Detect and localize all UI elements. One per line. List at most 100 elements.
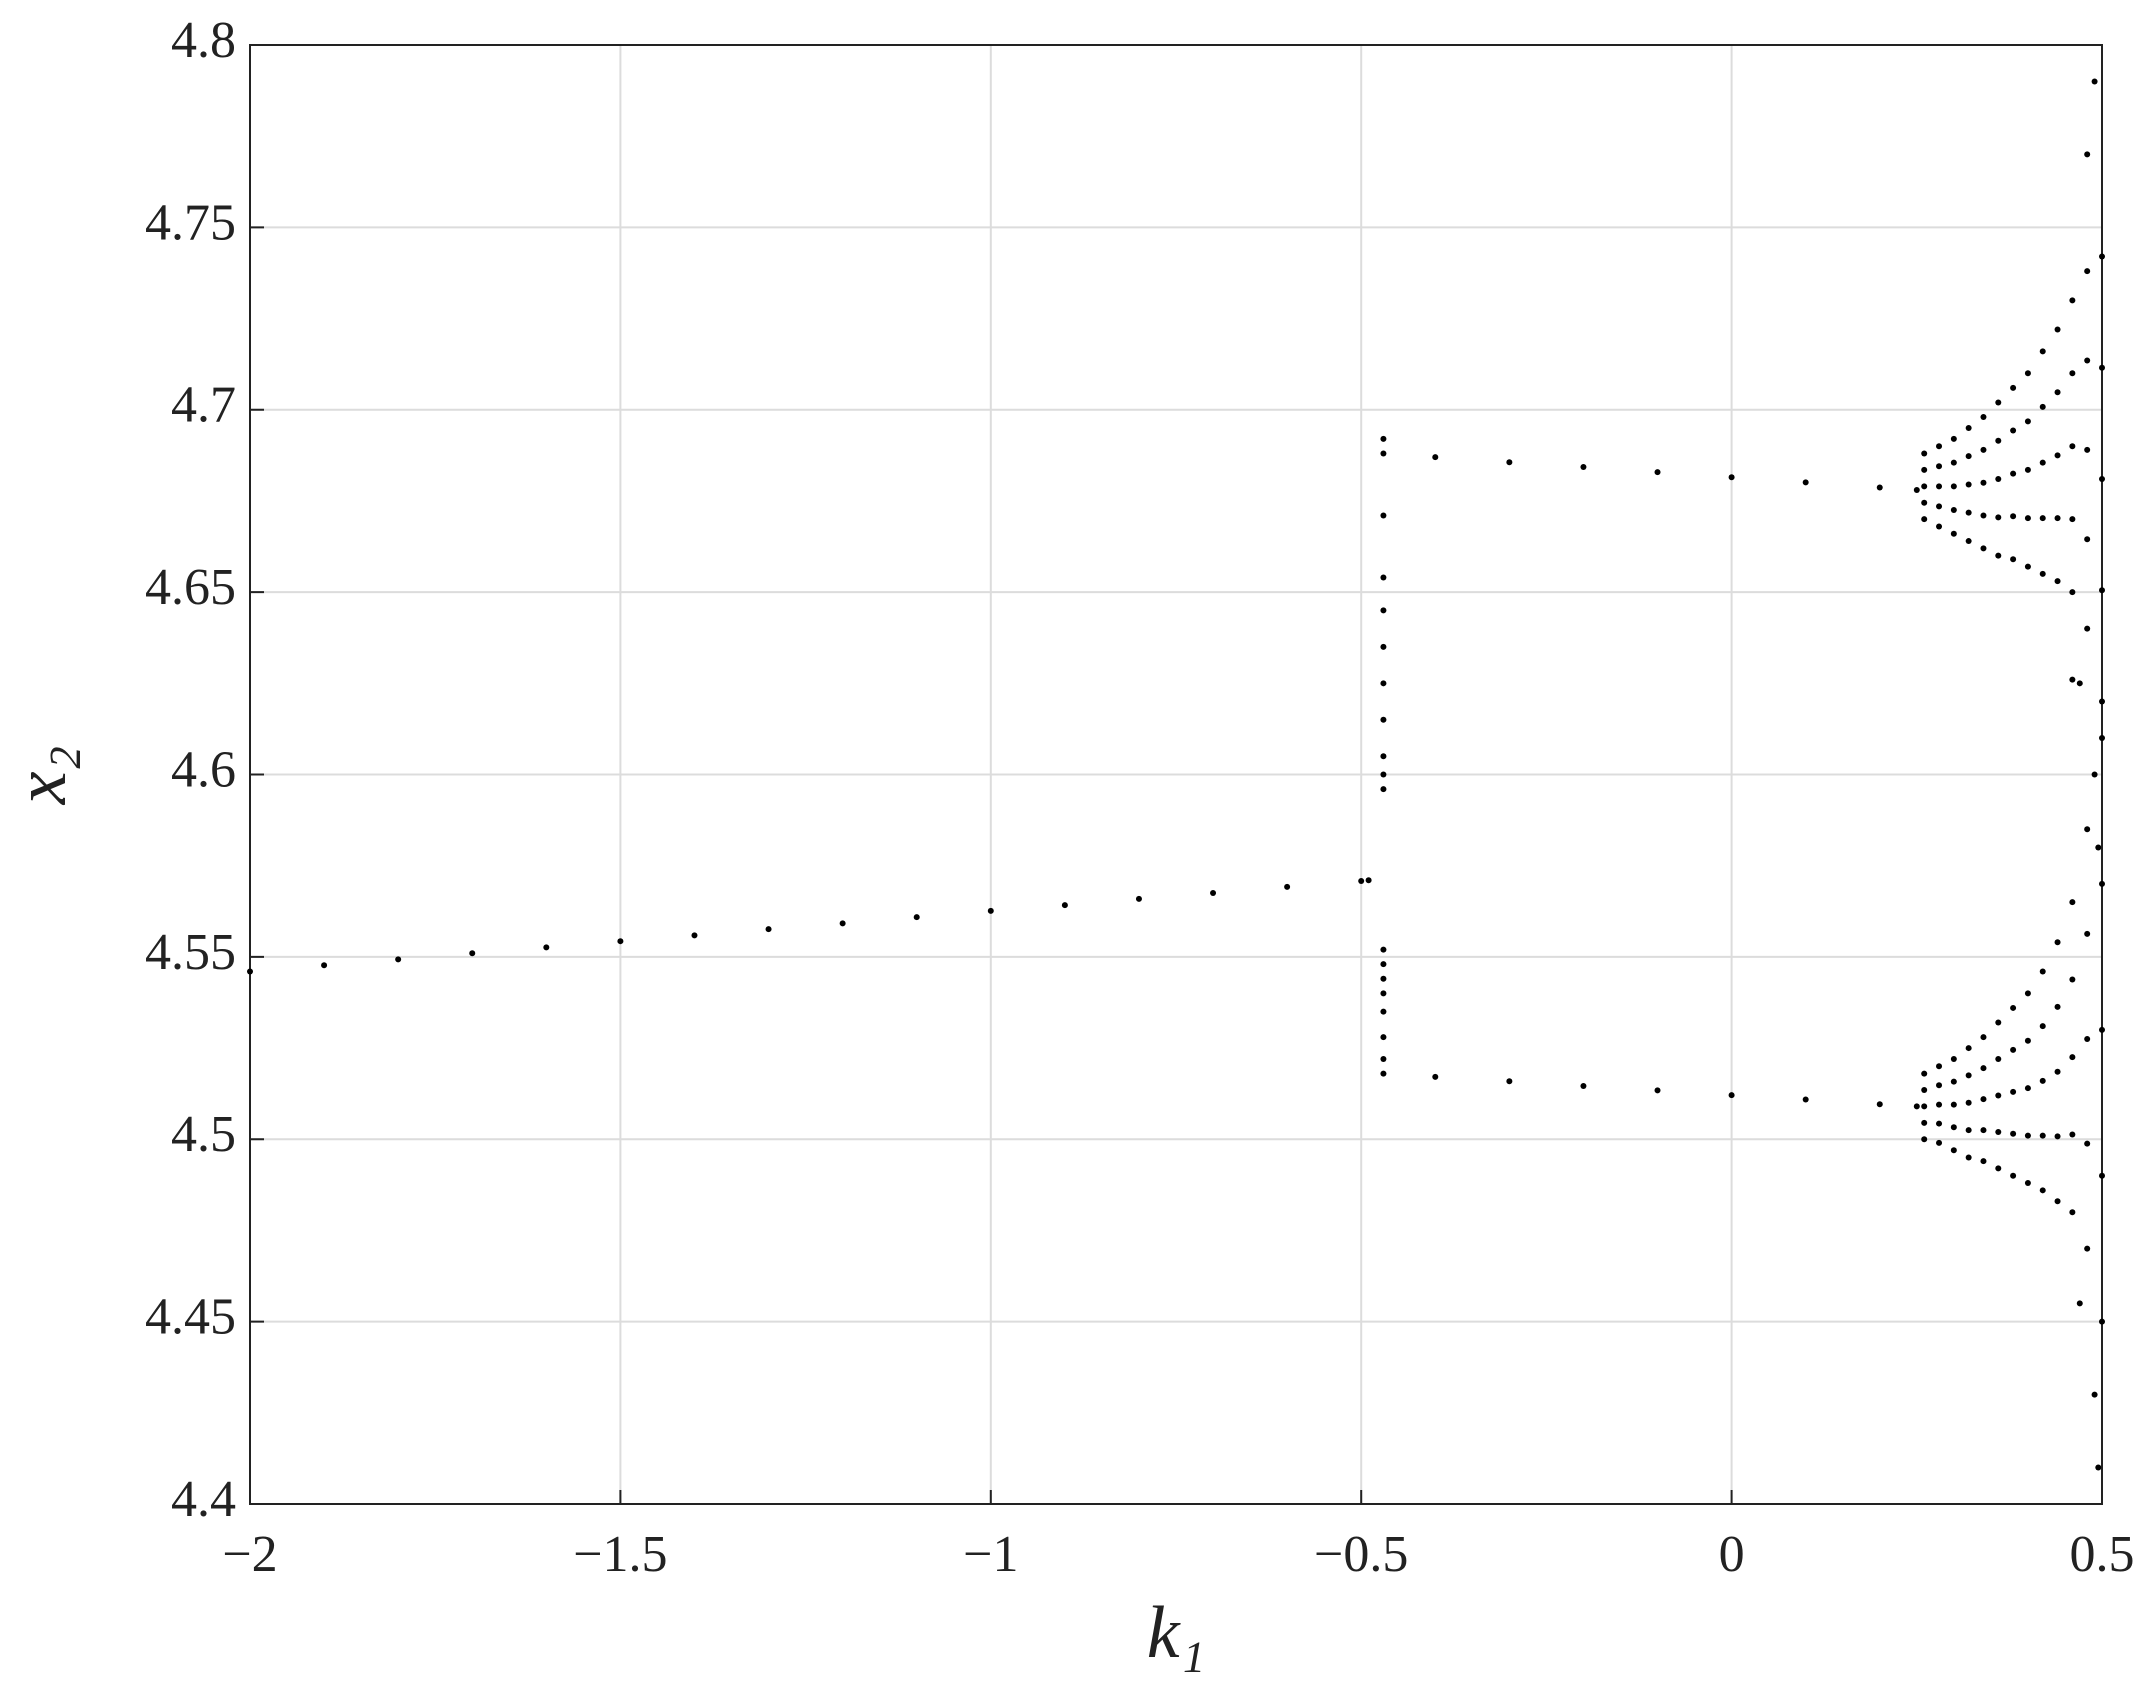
- point: [2024, 418, 2031, 425]
- point: [1654, 1087, 1661, 1094]
- point: [2069, 516, 2076, 523]
- point: [987, 907, 994, 914]
- point: [2039, 348, 2046, 355]
- point: [1980, 1127, 1987, 1134]
- x-tick-label: 0.5: [2070, 1526, 2135, 1583]
- point: [2099, 1172, 2105, 1179]
- y-tick-label: 4.65: [145, 559, 236, 616]
- point: [1965, 538, 1972, 545]
- x-axis-label: k₁: [1147, 1592, 1206, 1674]
- point: [2099, 1026, 2105, 1033]
- point: [2099, 587, 2105, 594]
- point: [1432, 1073, 1439, 1080]
- point: [247, 968, 253, 975]
- point: [2084, 930, 2091, 937]
- point: [1380, 574, 1387, 581]
- point: [1995, 514, 2002, 521]
- point: [2010, 1046, 2017, 1053]
- point: [2084, 826, 2091, 833]
- point: [2069, 1209, 2076, 1216]
- point: [2054, 1198, 2061, 1205]
- point: [2054, 326, 2061, 333]
- point: [2054, 515, 2061, 522]
- point: [1950, 483, 1957, 490]
- point: [1965, 1072, 1972, 1079]
- point: [1380, 753, 1387, 760]
- point: [2010, 427, 2017, 434]
- point: [2091, 1391, 2098, 1398]
- point: [1921, 1103, 1928, 1110]
- point: [1936, 1120, 1943, 1127]
- y-tick-label: 4.6: [171, 741, 236, 798]
- y-axis-label: x₂: [0, 746, 82, 806]
- point: [1802, 1096, 1809, 1103]
- point: [1876, 1101, 1883, 1108]
- point: [765, 926, 772, 933]
- point: [1380, 946, 1387, 953]
- point: [2010, 1004, 2017, 1011]
- point: [1936, 523, 1943, 530]
- point: [1950, 435, 1957, 442]
- point: [2069, 676, 2076, 683]
- point: [2010, 384, 2017, 391]
- point: [2024, 1132, 2031, 1139]
- point: [1980, 479, 1987, 486]
- point: [1876, 484, 1883, 491]
- point: [1921, 499, 1928, 506]
- point: [2054, 939, 2061, 946]
- point: [2069, 976, 2076, 983]
- point: [1380, 607, 1387, 614]
- point: [1950, 530, 1957, 537]
- point: [2039, 459, 2046, 466]
- point: [2039, 570, 2046, 577]
- point: [1580, 464, 1587, 471]
- point: [1802, 479, 1809, 486]
- point: [1921, 516, 1928, 523]
- point: [2091, 771, 2098, 778]
- point: [1506, 1078, 1513, 1085]
- point: [2024, 370, 2031, 377]
- y-tick-label: 4.75: [145, 194, 236, 251]
- point: [1980, 1158, 1987, 1165]
- point: [1965, 481, 1972, 488]
- point: [1936, 483, 1943, 490]
- point: [1921, 466, 1928, 473]
- point: [2091, 78, 2098, 85]
- point: [1965, 1127, 1972, 1134]
- point: [1980, 545, 1987, 552]
- point: [2084, 536, 2091, 543]
- point: [1965, 1045, 1972, 1052]
- point: [1921, 483, 1928, 490]
- point: [1380, 975, 1387, 982]
- point: [1061, 902, 1068, 909]
- point: [2069, 589, 2076, 596]
- point: [2039, 403, 2046, 410]
- point: [2069, 1131, 2076, 1138]
- point: [1921, 1070, 1928, 1077]
- point: [1380, 680, 1387, 687]
- point: [2039, 515, 2046, 522]
- point: [2099, 698, 2105, 705]
- point: [1995, 437, 2002, 444]
- point: [1995, 399, 2002, 406]
- point: [395, 956, 402, 963]
- x-tick-label: −1: [963, 1526, 1018, 1583]
- point: [1995, 476, 2002, 483]
- point: [2039, 968, 2046, 975]
- point: [2054, 1003, 2061, 1010]
- point: [1965, 424, 1972, 431]
- point: [1936, 1139, 1943, 1146]
- point: [1936, 463, 1943, 470]
- x-tick-label: −2: [222, 1526, 277, 1583]
- point: [2084, 446, 2091, 453]
- y-tick-label: 4.45: [145, 1289, 236, 1346]
- point: [2099, 880, 2105, 887]
- point: [2054, 1133, 2061, 1140]
- point: [1913, 1103, 1920, 1110]
- point: [2069, 443, 2076, 450]
- point: [2054, 389, 2061, 396]
- x-tick-label: −0.5: [1314, 1526, 1408, 1583]
- point: [913, 914, 920, 921]
- point: [2084, 357, 2091, 364]
